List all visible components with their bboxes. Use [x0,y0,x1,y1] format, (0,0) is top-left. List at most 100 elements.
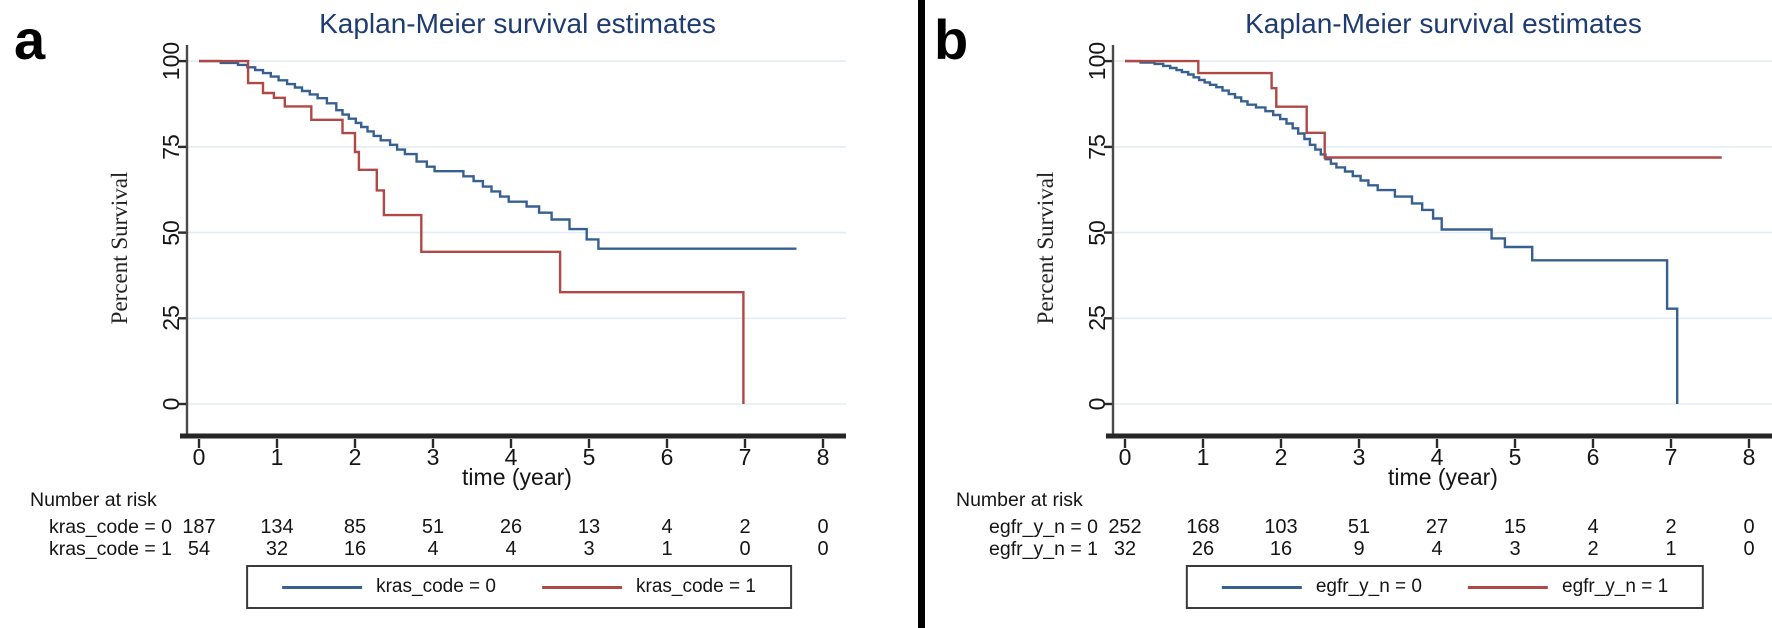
y-axis-label: Percent Survival [107,171,132,325]
risk-count: 187 [182,516,216,538]
risk-count: 2 [1587,538,1599,560]
risk-count: 2 [1665,516,1677,538]
risk-count: 0 [817,516,829,538]
panel-a: a Kaplan-Meier survival estimates 0 25 50 75 1… [0,0,846,628]
panel-label: b [934,8,969,71]
x-axis-label: time (year) [462,464,572,490]
legend-item: egfr_y_n = 1 [1468,576,1668,598]
survival-curve [199,59,745,404]
x-tick-label: 4 [1430,444,1444,470]
survival-plot [178,45,846,448]
y-tick-label: 100 [158,41,184,81]
legend-item: kras_code = 1 [542,576,756,598]
x-tick-label: 3 [1352,444,1366,470]
risk-count: 26 [499,516,523,538]
risk-table-header: Number at risk [30,489,157,511]
survival-plot [1104,45,1772,448]
risk-count: 4 [1587,516,1599,538]
y-tick-label: 75 [1084,134,1110,160]
risk-count: 51 [1347,516,1371,538]
y-tick-label: 75 [158,134,184,160]
legend-item: egfr_y_n = 0 [1221,576,1422,598]
risk-count: 4 [505,538,517,560]
risk-count: 0 [817,538,829,560]
risk-count: 1 [1665,538,1677,560]
risk-row-label: egfr_y_n = 0 [989,516,1098,538]
risk-row-label: kras_code = 1 [48,538,172,560]
risk-count: 3 [583,538,595,560]
risk-count: 4 [427,538,439,560]
panel-divider [918,0,925,628]
y-tick-label: 100 [1084,41,1110,81]
risk-count: 1 [661,538,673,560]
y-tick-label: 0 [158,397,184,411]
risk-row-label: kras_code = 0 [48,516,172,538]
x-tick-label: 0 [1118,444,1132,470]
legend-line-swatch [282,585,363,589]
legend-box: kras_code = 0 kras_code = 1 [246,565,792,609]
risk-count: 4 [661,516,673,538]
x-tick-label: 1 [1196,444,1210,470]
x-tick-label: 7 [738,444,752,470]
x-tick-label: 8 [1742,444,1756,470]
risk-count: 16 [343,538,367,560]
risk-count: 16 [1269,538,1293,560]
x-tick-label: 6 [660,444,674,470]
legend-item: kras_code = 0 [282,576,496,598]
risk-count: 134 [260,516,294,538]
chart-title: Kaplan-Meier survival estimates [1245,8,1642,39]
x-tick-label: 6 [1586,444,1600,470]
risk-count: 0 [739,538,751,560]
survival-curve [199,59,797,250]
risk-count: 2 [739,516,751,538]
risk-count: 85 [343,516,367,538]
risk-count: 3 [1509,538,1521,560]
risk-count: 9 [1353,538,1365,560]
risk-count: 26 [1191,538,1215,560]
risk-count: 27 [1425,516,1449,538]
y-tick-label: 25 [158,305,184,332]
x-axis-label: time (year) [1388,464,1498,490]
legend-item-label: egfr_y_n = 1 [1562,576,1669,597]
x-tick-label: 8 [816,444,830,470]
risk-row-label: egfr_y_n = 1 [989,538,1098,560]
x-tick-label: 1 [270,444,284,470]
x-tick-label: 5 [1508,444,1522,470]
panel-b: b Kaplan-Meier survival estimates 0 25 50 75 1… [926,0,1772,628]
legend-line-swatch [1221,585,1302,589]
y-tick-label: 25 [1084,305,1110,332]
survival-curve [1125,59,1722,159]
x-tick-label: 2 [1274,444,1288,470]
risk-count: 252 [1108,516,1142,538]
risk-count: 4 [1431,538,1443,560]
risk-count: 32 [265,538,289,560]
x-tick-label: 4 [504,444,518,470]
y-tick-label: 50 [158,219,184,246]
risk-count: 0 [1743,516,1755,538]
risk-count: 13 [577,516,601,538]
risk-count: 168 [1186,516,1220,538]
risk-count: 51 [421,516,445,538]
legend-item-label: kras_code = 0 [376,576,496,597]
legend-box: kras_code = 0 kras_code = 1 [246,565,792,609]
x-tick-label: 0 [192,444,206,470]
y-axis-label: Percent Survival [1033,171,1058,325]
y-tick-label: 0 [1084,397,1110,411]
x-tick-label: 5 [582,444,596,470]
chart-title: Kaplan-Meier survival estimates [319,8,716,39]
risk-count: 103 [1264,516,1298,538]
risk-count: 32 [1113,538,1137,560]
x-tick-label: 7 [1664,444,1678,470]
legend-item-label: egfr_y_n = 0 [1315,576,1422,597]
legend-box: egfr_y_n = 0 egfr_y_n = 1 [1185,565,1705,609]
legend-line-swatch [542,585,622,589]
panel-label: a [14,8,46,71]
risk-count: 15 [1503,516,1527,538]
survival-curve [1125,59,1679,404]
y-tick-label: 50 [1084,219,1110,246]
legend-box: egfr_y_n = 0 egfr_y_n = 1 [1185,565,1705,609]
legend-line-swatch [1468,585,1548,589]
x-tick-label: 2 [348,444,362,470]
risk-count: 0 [1743,538,1755,560]
